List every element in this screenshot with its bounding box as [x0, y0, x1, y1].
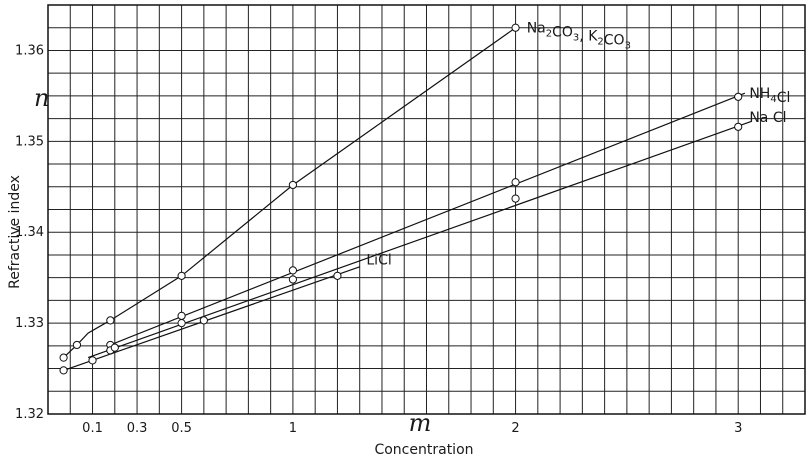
series-label: Na2CO3, K2CO3 — [527, 21, 631, 52]
data-point — [72, 340, 82, 350]
series-group: Na2CO3, K2CO3 NH4Cl Na Cl LiCl — [59, 21, 790, 375]
data-point — [511, 23, 520, 32]
series-label: NH4Cl — [749, 86, 790, 106]
data-point — [734, 122, 743, 131]
x-tick-label: 2 — [511, 421, 519, 436]
series-label: Na Cl — [749, 110, 786, 126]
series-line — [110, 92, 746, 346]
tick-labels: 0.1 0.3 0.5 1 2 3 1.32 1.33 1.34 1.35 1.36 — [15, 43, 742, 436]
data-point — [511, 178, 520, 187]
data-point — [177, 319, 186, 328]
x-tick-label: 1 — [289, 421, 297, 436]
series-label: LiCl — [366, 252, 391, 268]
data-point — [110, 343, 119, 352]
x-axis-label: Concentration — [374, 442, 473, 458]
data-point — [333, 271, 342, 280]
y-tick-label: 1.34 — [15, 225, 44, 240]
y-tick-label: 1.33 — [15, 316, 44, 331]
x-tick-label: 0.5 — [171, 421, 192, 436]
series-licl: LiCl — [59, 252, 392, 375]
series-na2co3-k2co3: Na2CO3, K2CO3 — [59, 21, 631, 362]
y-tick-label: 1.32 — [15, 407, 44, 422]
grid — [47, 4, 806, 415]
data-point — [511, 194, 520, 203]
data-point — [177, 311, 186, 320]
data-point — [734, 92, 743, 101]
data-point — [177, 271, 186, 280]
y-tick-label: 1.35 — [15, 134, 44, 149]
data-point — [59, 366, 68, 375]
series-line — [63, 27, 516, 359]
data-point — [288, 266, 298, 275]
y-axis-symbol: n — [34, 84, 49, 112]
series-line — [63, 266, 360, 371]
data-point — [288, 180, 298, 190]
plot-frame — [47, 4, 806, 415]
data-point — [106, 316, 115, 325]
y-tick-label: 1.36 — [15, 43, 44, 58]
data-point — [288, 275, 298, 284]
y-axis-label: Refractive index — [7, 175, 23, 289]
x-tick-label: 0.3 — [127, 421, 148, 436]
data-point — [88, 356, 97, 365]
x-axis-symbol: m — [409, 409, 432, 437]
x-tick-label: 0.1 — [82, 421, 103, 436]
series-nh4cl: NH4Cl — [106, 86, 790, 350]
data-point — [199, 316, 208, 325]
series-line — [87, 120, 752, 359]
data-point — [59, 353, 68, 362]
x-tick-label: 3 — [734, 421, 742, 436]
series-nacl: Na Cl — [87, 110, 787, 359]
